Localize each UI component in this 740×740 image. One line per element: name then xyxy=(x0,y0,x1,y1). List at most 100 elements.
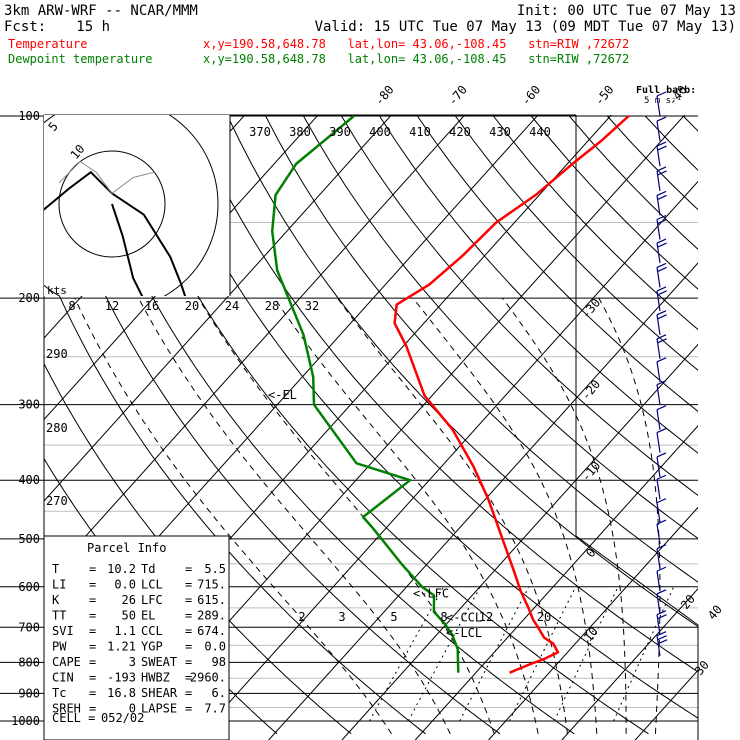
isotherm-line xyxy=(195,180,698,740)
parcel-value: 7.7 xyxy=(204,702,226,716)
parcel-value: 10.2 xyxy=(107,562,136,576)
theta-label: 440 xyxy=(529,125,551,139)
mixing-ratio-line xyxy=(459,586,530,722)
wind-barb xyxy=(656,262,667,288)
pressure-tick-label: 1000 xyxy=(11,714,40,728)
parcel-row: CAPE = 3 SWEAT = 98 xyxy=(52,655,226,669)
parcel-value: 0 xyxy=(129,702,136,716)
wind-barbs xyxy=(656,91,668,656)
isotherm-label: -50 xyxy=(592,83,617,109)
moist-adiabat xyxy=(336,297,568,734)
wind-barb xyxy=(656,116,667,142)
parcel-value: -193 xyxy=(107,671,136,685)
theta-label: 370 xyxy=(249,125,271,139)
parcel-value: 16.8 xyxy=(107,686,136,700)
parcel-equals: = xyxy=(185,578,192,592)
mixing-ratio-label: 28 xyxy=(265,299,279,313)
theta-label: 430 xyxy=(489,125,511,139)
parcel-key: YGP xyxy=(141,640,163,654)
isotherm-label: -70 xyxy=(445,83,470,109)
parcel-equals: = xyxy=(185,593,192,607)
parcel-value: 26 xyxy=(122,593,136,607)
isotherm-line xyxy=(634,669,698,740)
dry-adiabat xyxy=(75,115,575,735)
dry-adiabat xyxy=(530,115,698,290)
mixing-ratio-low-label: 12 xyxy=(479,610,493,624)
parcel-key: HWBZ xyxy=(141,671,170,685)
background-grid xyxy=(0,114,699,740)
dry-adiabat xyxy=(227,115,698,628)
parcel-equals: = xyxy=(185,655,192,669)
parcel-equals: = xyxy=(89,624,96,638)
isotherm-label: 40 xyxy=(705,602,725,622)
parcel-key: CAPE xyxy=(52,655,81,669)
parcel-equals: = xyxy=(89,640,96,654)
wind-barb xyxy=(656,286,667,312)
wind-barb xyxy=(656,519,667,545)
wind-barb xyxy=(656,166,667,192)
theta-label: 410 xyxy=(409,125,431,139)
parcel-value: 6. xyxy=(212,686,226,700)
mixing-ratio-label: 8 xyxy=(68,299,75,313)
parcel-equals: = xyxy=(185,562,192,576)
isotherm-line xyxy=(0,115,25,740)
moist-adiabat xyxy=(501,297,627,734)
theta-label: 390 xyxy=(329,125,351,139)
parcel-equals: = xyxy=(185,609,192,623)
mixing-ratio-label: 24 xyxy=(225,299,239,313)
parcel-equals: = xyxy=(89,609,96,623)
mixing-ratio-low-label: 2 xyxy=(298,610,305,624)
level-annotation: <-LFC xyxy=(413,586,449,600)
cell-value: 052/02 xyxy=(101,711,144,725)
parcel-row: K = 26 LFC = 615. xyxy=(52,593,226,607)
dry-adiabat xyxy=(493,115,698,331)
hodograph-trace xyxy=(44,170,187,296)
dry-adiabat xyxy=(416,115,698,412)
wind-barb xyxy=(656,141,667,167)
parcel-key: SHEAR xyxy=(141,686,178,700)
wind-barb xyxy=(656,631,668,656)
parcel-equals: = xyxy=(185,671,192,685)
mixing-ratio-low-label: 5 xyxy=(390,610,397,624)
dry-adiabat xyxy=(379,115,698,454)
wind-barb xyxy=(656,91,667,117)
legend-dewpoint-info: x,y=190.58,648.78 lat,lon= 43.06,-108.45… xyxy=(203,52,629,66)
isotherm-line xyxy=(341,343,698,740)
level-annotation: <-EL xyxy=(268,388,297,402)
pressure-tick-label: 700 xyxy=(18,620,40,634)
hodograph-ring xyxy=(44,115,219,296)
parcel-key: Tc xyxy=(52,686,66,700)
dry-adiabat xyxy=(454,115,698,371)
pressure-tick-label: 300 xyxy=(18,398,40,412)
parcel-row: LI = 0.0 LCL = 715. xyxy=(52,578,226,592)
parcel-key: TT xyxy=(52,609,66,623)
full-barb-label: Full barb: xyxy=(636,85,696,96)
parcel-key: T xyxy=(52,562,59,576)
hodograph-trace-gray xyxy=(58,160,155,195)
theta-label: 380 xyxy=(289,125,311,139)
init-time: Init: 00 UTC Tue 07 May 13 xyxy=(517,3,736,19)
dry-adiabat xyxy=(189,115,698,673)
parcel-value: 50 xyxy=(122,609,136,623)
mixing-ratio-label: 32 xyxy=(305,299,319,313)
parcel-equals: = xyxy=(89,655,96,669)
mixing-ratio-label: 16 xyxy=(145,299,159,313)
parcel-info-title: Parcel Info xyxy=(87,541,166,555)
parcel-key: LAPSE xyxy=(141,702,177,716)
pressure-tick-label: 400 xyxy=(18,473,40,487)
parcel-row: Tc = 16.8 SHEAR = 6. xyxy=(52,686,226,700)
parcel-row: PW = 1.21 YGP = 0.0 xyxy=(52,640,226,654)
mixing-ratio-label: 20 xyxy=(185,299,199,313)
wind-barb xyxy=(656,566,667,592)
forecast-label: Fcst: xyxy=(4,19,46,35)
parcel-key: LI xyxy=(52,578,66,592)
parcel-equals: = xyxy=(185,686,192,700)
wind-barb xyxy=(656,238,667,264)
valid-time: Valid: 15 UTC Tue 07 May 13 (09 MDT Tue … xyxy=(315,19,736,35)
parcel-value: 0.0 xyxy=(114,578,136,592)
parcel-key: K xyxy=(52,593,60,607)
parcel-row: T = 10.2 Td = 5.5 xyxy=(52,562,226,576)
isotherm-label: -60 xyxy=(519,83,544,109)
mixing-ratio-low-label: 3 xyxy=(338,610,345,624)
